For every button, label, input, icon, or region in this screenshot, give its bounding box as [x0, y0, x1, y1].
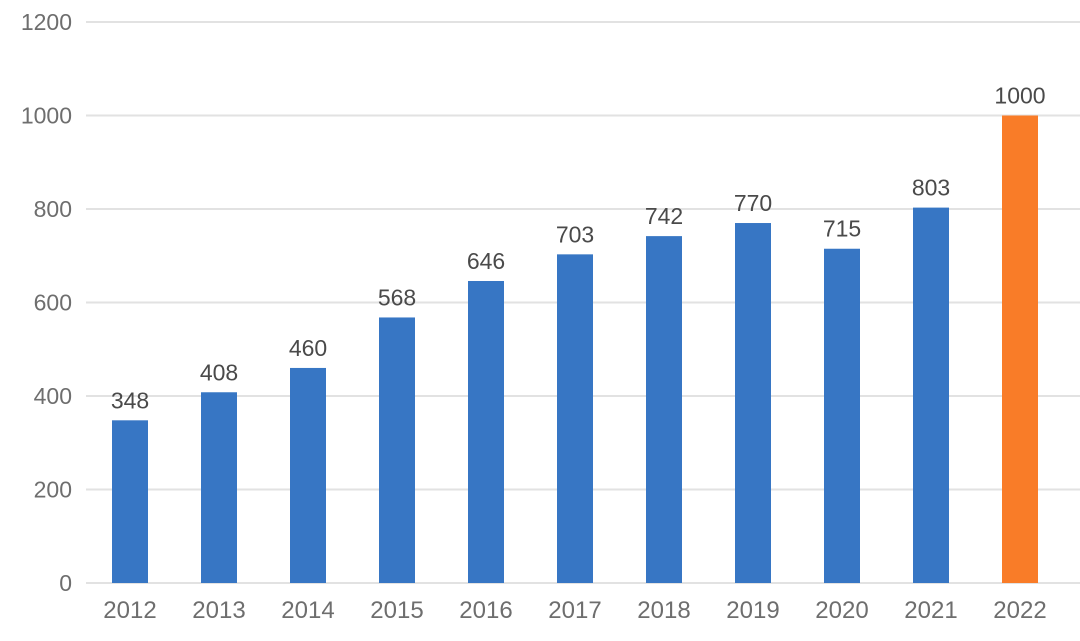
x-tick-label-2016: 2016 [459, 597, 512, 624]
y-tick-label-1200: 1200 [21, 9, 72, 35]
bar-2022 [1002, 115, 1038, 583]
y-tick-label-600: 600 [34, 290, 72, 316]
value-label-2013: 408 [200, 359, 238, 385]
x-tick-label-2012: 2012 [103, 597, 156, 624]
bar-2018 [646, 236, 682, 584]
bar-2019 [735, 223, 771, 583]
y-tick-label-800: 800 [34, 196, 72, 222]
value-label-2018: 742 [645, 203, 683, 229]
y-tick-label-0: 0 [59, 570, 72, 596]
bar-2013 [201, 392, 237, 583]
x-tick-label-2014: 2014 [281, 597, 334, 624]
bar-2020 [824, 248, 860, 584]
x-tick-label-2021: 2021 [904, 597, 957, 624]
value-label-2019: 770 [734, 190, 772, 216]
bar-2012 [112, 420, 148, 583]
value-label-2016: 646 [467, 248, 505, 274]
y-tick-label-200: 200 [34, 477, 72, 503]
bar-2015 [379, 317, 415, 583]
value-label-2017: 703 [556, 221, 594, 247]
x-tick-label-2020: 2020 [815, 597, 868, 624]
y-tick-label-1000: 1000 [21, 103, 72, 129]
x-tick-label-2018: 2018 [637, 597, 690, 624]
y-tick-label-400: 400 [34, 383, 72, 409]
value-label-2021: 803 [912, 175, 950, 201]
bar-2021 [913, 207, 949, 583]
bar-2017 [557, 254, 593, 583]
x-tick-label-2019: 2019 [726, 597, 779, 624]
x-tick-label-2022: 2022 [993, 597, 1046, 624]
value-label-2014: 460 [289, 335, 327, 361]
value-label-2012: 348 [111, 387, 149, 413]
value-label-2015: 568 [378, 284, 416, 310]
value-label-2022: 1000 [994, 83, 1045, 109]
bar-2014 [290, 367, 326, 583]
x-tick-label-2015: 2015 [370, 597, 423, 624]
x-tick-label-2013: 2013 [192, 597, 245, 624]
value-label-2020: 715 [823, 216, 861, 242]
x-tick-label-2017: 2017 [548, 597, 601, 624]
bar-2016 [468, 280, 504, 583]
